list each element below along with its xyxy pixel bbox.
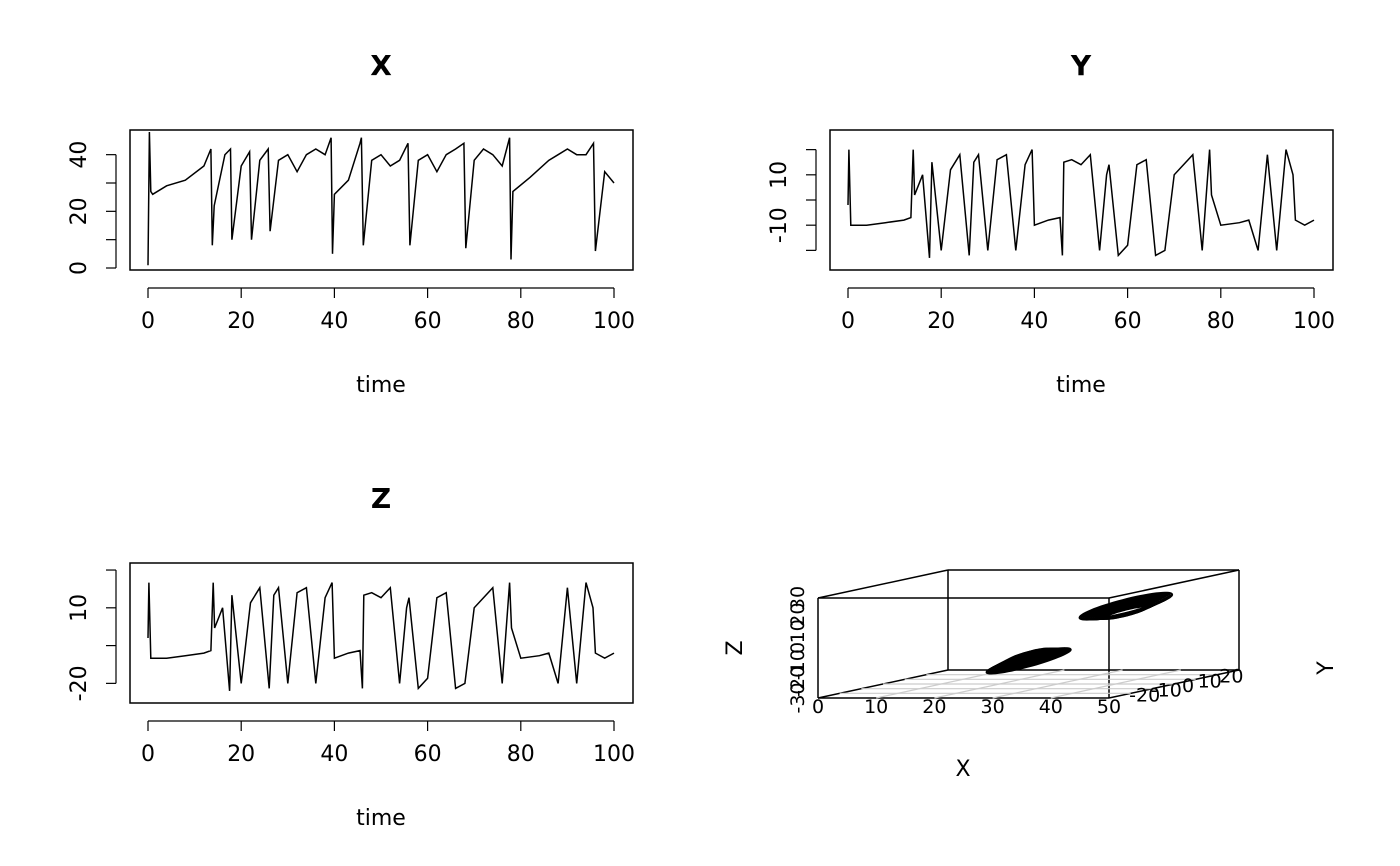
panel-x-xlabel: time [356,373,406,398]
panel-z: Z 0 20 40 60 80 100 -20 10 time [67,482,635,831]
y-tick-label: -10 [767,207,792,243]
z-tick-label: 20 [787,603,809,627]
x-tick-label: 60 [414,309,442,334]
x-tick-label: 100 [593,742,635,767]
panel-z-yticks: -20 10 [67,569,117,701]
x-tick-label: 10 [864,696,888,718]
x-tick-label: 0 [812,696,824,718]
y-tick-label: 0 [67,261,92,275]
panel-x-yticks: 0 20 40 [67,141,117,275]
panel-3d-xlabel: X [955,757,970,782]
x-tick-label: 100 [1293,309,1335,334]
panel-3d-trajectory [985,591,1174,675]
y-tick-label: -20 [67,665,92,701]
z-tick-label: 10 [787,619,809,643]
panel-y: Y 0 20 40 60 80 100 -10 10 time [767,49,1335,398]
panel-z-frame [129,562,634,704]
panel-y-xlabel: time [1056,373,1106,398]
x-tick-label: 20 [227,742,255,767]
panel-z-title: Z [371,482,391,515]
panel-z-xticks: 0 20 40 60 80 100 [141,720,635,767]
panel-z-series [147,582,615,691]
panel-3d-zlabel: Z [723,640,748,655]
x-tick-label: 20 [927,309,955,334]
y-tick-label: -10 [1151,680,1182,702]
x-tick-label: 20 [922,696,946,718]
x-tick-label: 80 [507,742,535,767]
x-tick-label: 0 [141,309,155,334]
z-tick-label: -20 [787,666,809,697]
x-tick-label: 0 [141,742,155,767]
x-tick-label: 60 [414,742,442,767]
y-tick-label: 10 [67,594,92,622]
box-edge [1108,569,1240,599]
y-tick-label: 10 [767,161,792,189]
panel-x-xticks: 0 20 40 60 80 100 [141,287,635,334]
x-tick-label: 80 [1207,309,1235,334]
y-tick-label: 40 [67,141,92,169]
y-tick-label: 0 [1182,675,1194,697]
panel-z-xlabel: time [356,806,406,831]
panel-y-series [847,149,1315,258]
x-tick-label: 20 [227,309,255,334]
panel-y-yticks: -10 10 [767,149,817,251]
panel-x-series [147,131,615,266]
x-tick-label: 30 [981,696,1005,718]
panel-x: X 0 20 40 60 80 100 0 20 40 time [67,49,635,398]
x-tick-label: 40 [1039,696,1063,718]
y-tick-label: -20 [1129,684,1160,706]
panel-3d-grid [839,669,1218,699]
z-tick-label: 0 [787,642,809,654]
x-tick-label: 40 [1020,309,1048,334]
panel-3d-xticks: 0 10 20 30 40 50 [812,696,1121,718]
z-tick-label: -10 [787,649,809,680]
x-tick-label: 40 [320,309,348,334]
panel-x-title: X [370,49,392,82]
y-tick-label: 10 [1198,670,1222,692]
x-tick-label: 0 [841,309,855,334]
panel-y-xticks: 0 20 40 60 80 100 [841,287,1335,334]
x-tick-label: 50 [1097,696,1121,718]
box-edge [817,569,949,599]
x-tick-label: 40 [320,742,348,767]
x-tick-label: 100 [593,309,635,334]
trajectory-loop [985,647,1072,675]
y-tick-label: 20 [67,197,92,225]
z-tick-label: 30 [787,586,809,610]
panel-y-title: Y [1070,49,1092,82]
panel-y-frame [829,129,1334,271]
panel-x-frame [129,129,634,271]
z-tick-label: -30 [787,682,809,713]
y-tick-label: 20 [1219,666,1243,688]
x-tick-label: 80 [507,309,535,334]
panel-3d-ylabel: Y [1314,661,1339,676]
trajectory-loop [1078,591,1174,621]
x-tick-label: 60 [1114,309,1142,334]
